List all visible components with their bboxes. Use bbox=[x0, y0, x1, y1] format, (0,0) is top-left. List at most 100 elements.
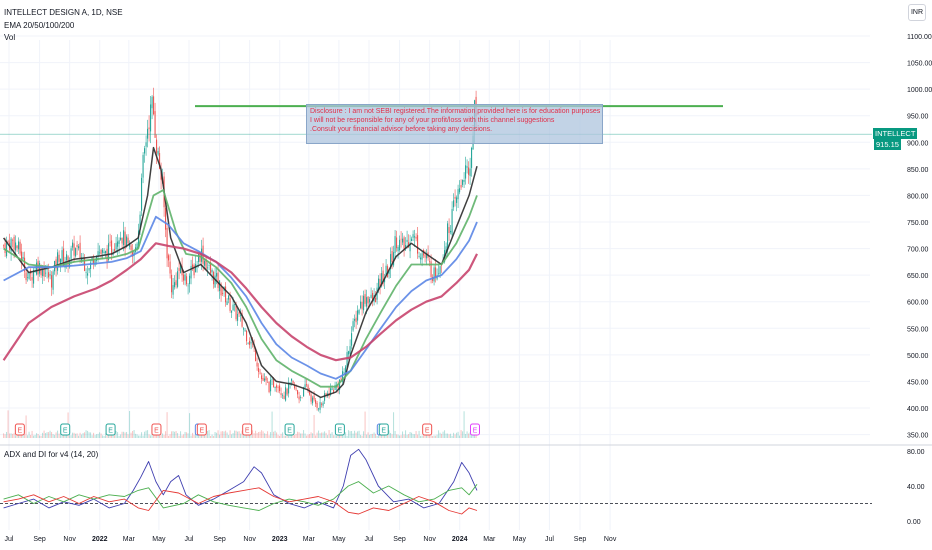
earnings-marker-box bbox=[242, 423, 253, 436]
symbol-title[interactable]: INTELLECT DESIGN A, 1D, NSE bbox=[4, 8, 123, 17]
candle-body bbox=[225, 286, 227, 303]
currency-badge[interactable]: INR bbox=[908, 4, 926, 21]
volume-bar bbox=[361, 435, 363, 438]
earnings-marker[interactable]: E bbox=[422, 423, 433, 436]
adx-series-line bbox=[3, 481, 478, 511]
earnings-marker[interactable]: E bbox=[105, 423, 116, 436]
volume-bar bbox=[288, 435, 290, 438]
earnings-marker[interactable]: E bbox=[60, 423, 71, 436]
volume-bar bbox=[261, 430, 263, 438]
volume-bar bbox=[315, 435, 317, 438]
candle-body bbox=[246, 330, 248, 342]
candle-body bbox=[439, 266, 441, 275]
volume-bar bbox=[444, 430, 446, 438]
candle-body bbox=[426, 254, 428, 259]
candle-body bbox=[120, 237, 122, 240]
volume-bar bbox=[162, 433, 164, 438]
volume-legend[interactable]: Vol bbox=[4, 33, 16, 42]
candle-body bbox=[321, 403, 323, 405]
volume-bar bbox=[148, 434, 150, 438]
candle-body bbox=[429, 261, 431, 262]
candle-body bbox=[445, 246, 447, 253]
candle-body bbox=[46, 269, 48, 270]
candle-body bbox=[87, 273, 89, 276]
volume-bar bbox=[235, 430, 237, 438]
volume-bar bbox=[253, 433, 255, 438]
adx-axis[interactable]: 80.00 40.00 0.00 bbox=[907, 449, 925, 526]
candle-body bbox=[414, 236, 416, 238]
earnings-marker[interactable]: E bbox=[242, 423, 253, 436]
ema-line bbox=[3, 215, 478, 380]
ema-line bbox=[3, 189, 478, 388]
candle-body bbox=[270, 379, 272, 392]
candle-body bbox=[262, 378, 264, 381]
volume-bar bbox=[13, 433, 15, 438]
candle-body bbox=[307, 385, 309, 392]
candle-body bbox=[271, 379, 273, 381]
candle-body bbox=[216, 273, 218, 277]
earnings-marker[interactable]: E bbox=[469, 423, 480, 436]
volume-bar bbox=[18, 433, 20, 438]
volume-bar bbox=[333, 435, 335, 438]
volume-bar bbox=[409, 432, 411, 438]
volume-bar bbox=[97, 433, 99, 438]
candle-body bbox=[448, 227, 450, 234]
candle-body bbox=[40, 266, 42, 276]
candle-body bbox=[174, 282, 176, 288]
earnings-marker-box bbox=[60, 423, 71, 436]
volume-bar bbox=[274, 430, 276, 438]
volume-bar bbox=[295, 433, 297, 438]
candle-body bbox=[85, 272, 87, 273]
volume-bar bbox=[159, 434, 161, 438]
candle-body bbox=[42, 269, 44, 277]
earnings-marker[interactable]: E bbox=[284, 423, 295, 436]
candle-body bbox=[13, 236, 15, 250]
candle-body bbox=[330, 388, 332, 395]
volume-bar bbox=[202, 433, 204, 438]
candle-body bbox=[175, 280, 177, 286]
earnings-marker[interactable]: E bbox=[196, 423, 207, 436]
candle-body bbox=[150, 104, 152, 132]
candle-body bbox=[322, 402, 324, 406]
volume-bar bbox=[157, 435, 159, 438]
earnings-markers[interactable]: EEEEEEEEEEEEE bbox=[14, 423, 480, 436]
candle-body bbox=[141, 177, 143, 211]
volume-bar bbox=[220, 431, 222, 438]
candle-body bbox=[180, 264, 182, 274]
volume-bar bbox=[231, 434, 233, 438]
volume-bar bbox=[325, 432, 327, 438]
earnings-marker[interactable]: E bbox=[378, 423, 389, 436]
ema-legend[interactable]: EMA 20/50/100/200 bbox=[4, 21, 75, 30]
earnings-marker[interactable]: E bbox=[14, 423, 25, 436]
volume-bar bbox=[343, 433, 345, 438]
candle-body bbox=[409, 242, 411, 252]
candle-body bbox=[274, 386, 276, 388]
volume-bar bbox=[435, 435, 437, 438]
volume-bar bbox=[183, 434, 185, 438]
earnings-marker[interactable]: E bbox=[151, 423, 162, 436]
volume-bar bbox=[27, 435, 29, 438]
volume-bar bbox=[93, 432, 95, 438]
candle-body bbox=[76, 245, 78, 248]
ema-line bbox=[2, 242, 478, 362]
candle-body bbox=[364, 294, 366, 304]
candle-body bbox=[60, 258, 62, 266]
candle-body bbox=[31, 277, 33, 281]
price-axis[interactable]: 1100.00 1050.00 1000.00 950.00 900.00 850.00 8… bbox=[907, 34, 932, 440]
adx-legend[interactable]: ADX and DI for v4 (14, 20) bbox=[4, 450, 99, 459]
candle-body bbox=[169, 261, 171, 274]
candle-body bbox=[463, 179, 465, 182]
candle-body bbox=[199, 253, 201, 262]
earnings-marker[interactable]: E bbox=[334, 423, 345, 436]
candle-body bbox=[24, 257, 26, 272]
volume-bar bbox=[174, 431, 176, 438]
volume-bar bbox=[141, 432, 143, 438]
candle-body bbox=[388, 270, 390, 275]
disclosure-line-2: I will not be responsible for any of you… bbox=[310, 117, 555, 124]
volume-bar bbox=[175, 431, 177, 438]
candle-body bbox=[291, 378, 293, 381]
time-axis[interactable]: Jul Sep Nov 2022 Mar May Jul Sep Nov 2023 Mar May Ju… bbox=[5, 536, 617, 543]
candle-body bbox=[468, 167, 470, 175]
price-tick-label: 650.00 bbox=[907, 273, 929, 280]
